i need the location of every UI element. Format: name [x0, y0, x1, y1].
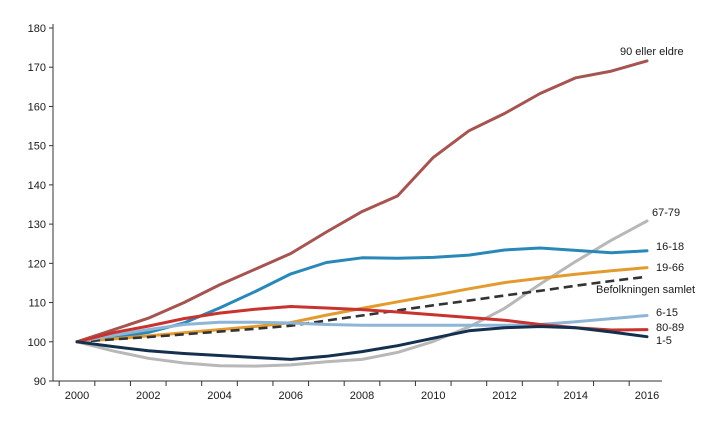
series-line-67-79: [75, 219, 649, 368]
x-tick-label: 2016: [635, 390, 659, 402]
series-line-6-15: [75, 314, 649, 344]
series-label: 16-18: [656, 241, 684, 253]
series-label: 67-79: [652, 207, 680, 219]
x-tick-label: 2006: [279, 390, 303, 402]
y-tick-label: 140: [28, 180, 46, 192]
x-tick-label: 2010: [421, 390, 445, 402]
y-tick-label: 130: [28, 219, 46, 231]
y-tick-label: 150: [28, 141, 46, 153]
y-tick-label: 120: [28, 258, 46, 270]
x-tick-label: 2000: [65, 390, 89, 402]
y-axis: 90 100 110 120 130 140 150 160 170 180: [28, 23, 54, 388]
series-label: Befolkningen samlet: [596, 284, 695, 296]
series-line-19-66: [75, 266, 649, 344]
series-label: 80-89: [656, 322, 684, 334]
x-tick-label: 2004: [207, 390, 231, 402]
y-tick-label: 110: [28, 298, 46, 310]
x-tick-label: 2012: [492, 390, 516, 402]
series-line-1-5: [75, 325, 649, 361]
y-tick-label: 90: [34, 376, 46, 388]
series-label: 1-5: [656, 335, 672, 347]
series-label: 19-66: [656, 262, 684, 274]
x-tick-label: 2014: [564, 390, 588, 402]
x-tick-label: 2002: [136, 390, 160, 402]
series-line-befolkningen-samlet: [76, 275, 648, 344]
series-lines: [75, 59, 649, 368]
y-tick-label: 100: [28, 337, 46, 349]
series-labels: 90 eller eldre 67-79 16-18 19-66 Befolkninge…: [596, 46, 695, 347]
y-tick-label: 160: [28, 101, 46, 113]
y-tick-label: 180: [28, 23, 46, 35]
x-axis: 2000 2002 2004 2006 2008 2010 2012 2014 2016: [53, 380, 662, 402]
y-tick-label: 170: [28, 62, 46, 74]
series-label: 6-15: [656, 307, 678, 319]
series-line-90-eller-eldre: [75, 59, 649, 344]
x-tick-label: 2008: [350, 390, 374, 402]
series-label: 90 eller eldre: [620, 46, 684, 58]
